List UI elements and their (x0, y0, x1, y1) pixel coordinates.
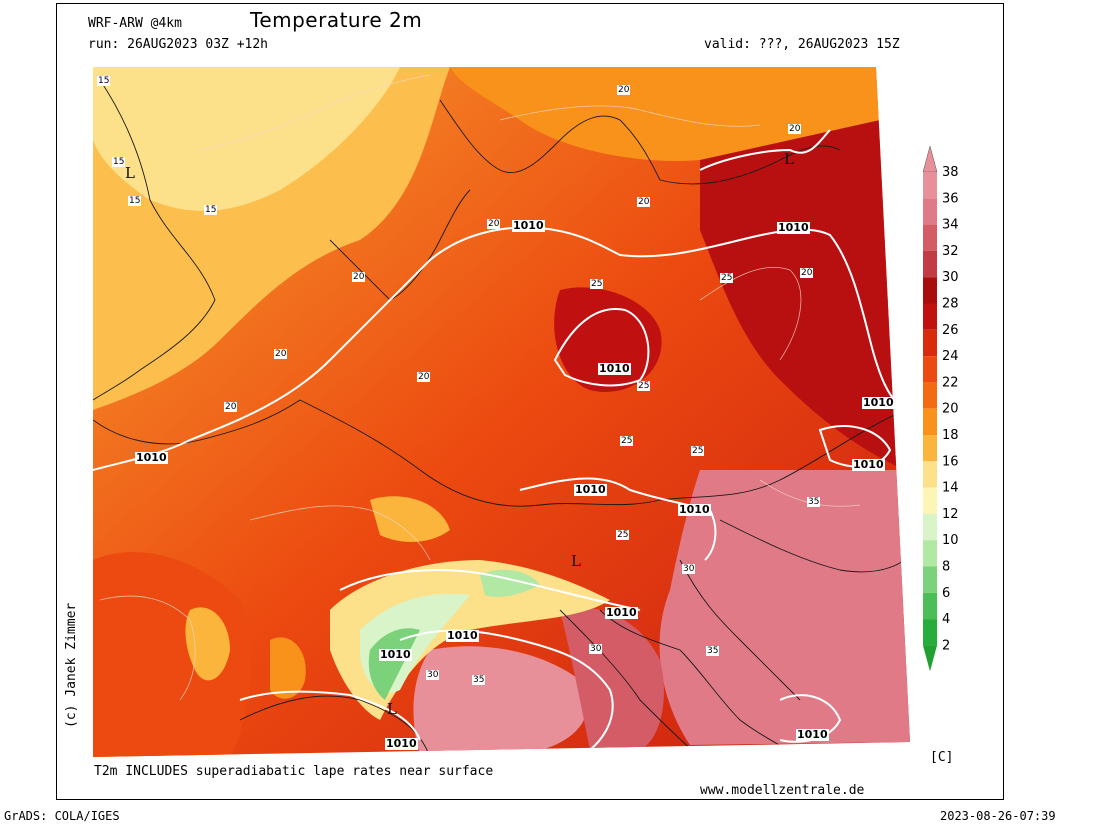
legend-colorbar: 38 36 34 32 30 28 26 24 22 20 18 16 14 12 10 8 6 4 2 (922, 145, 959, 672)
legend-tick-label: 30 (942, 270, 959, 285)
legend-tick-label: 4 (942, 612, 950, 627)
legend-swatch (923, 408, 937, 435)
model-label: WRF-ARW @4km (88, 16, 182, 31)
valid-label: valid: ???, 26AUG2023 15Z (704, 37, 900, 52)
footnote: T2m INCLUDES superadiabatic lape rates n… (94, 764, 494, 779)
legend-tick-label: 20 (942, 402, 959, 417)
legend-tick-label: 2 (942, 638, 950, 653)
legend-swatch (923, 277, 937, 304)
legend-tick-label: 14 (942, 481, 959, 496)
legend-swatch (923, 303, 937, 330)
legend-tick-label: 8 (942, 560, 950, 575)
legend-tick-label: 10 (942, 533, 959, 548)
legend-tick-label: 24 (942, 349, 959, 364)
legend-swatch (923, 198, 937, 225)
legend-swatch (923, 382, 937, 409)
figure-frame (56, 3, 1004, 800)
legend-swatch (923, 356, 937, 383)
legend-tick-label: 12 (942, 507, 959, 522)
legend-tick-label: 16 (942, 454, 959, 469)
legend-tick-label: 26 (942, 323, 959, 338)
legend-swatch (923, 487, 937, 514)
legend-swatch (923, 172, 937, 199)
legend-tick-label: 22 (942, 375, 959, 390)
legend-swatch (923, 461, 937, 488)
legend-tick-label: 18 (942, 428, 959, 443)
legend-top-arrow (922, 145, 938, 173)
temperature-contours (99, 74, 861, 701)
legend-unit: [C] (930, 750, 954, 765)
legend-tick-label: 34 (942, 218, 959, 233)
run-label: run: 26AUG2023 03Z +12h (88, 37, 269, 52)
credit-label: (c) Janek Zimmer (64, 602, 79, 728)
legend-bottom-arrow (923, 645, 937, 672)
timestamp-label: 2023-08-26-07:39 (940, 809, 1056, 823)
legend-swatch (923, 619, 937, 646)
legend-swatch (923, 224, 937, 251)
isobars (93, 129, 906, 757)
legend-tick-label: 38 (942, 165, 959, 180)
legend-swatch (923, 513, 937, 541)
legend-swatch (923, 566, 937, 593)
legend-swatch (923, 329, 937, 357)
legend-swatch (923, 592, 937, 620)
legend-swatch (923, 250, 937, 278)
website-label: www.modellzentrale.de (700, 783, 865, 798)
chart-title: Temperature 2m (250, 8, 423, 32)
legend-tick-label: 32 (942, 244, 959, 259)
map-field (93, 67, 910, 757)
legend-swatch (923, 435, 937, 462)
legend-tick-label: 36 (942, 191, 959, 206)
legend-swatch (923, 540, 937, 567)
grads-label: GrADS: COLA/IGES (4, 809, 120, 823)
coastlines (93, 79, 906, 757)
legend-tick-label: 28 (942, 297, 959, 312)
legend: 38 36 34 32 30 28 26 24 22 20 18 16 14 12 10 8 6 4 2 (920, 144, 990, 674)
legend-tick-label: 6 (942, 586, 950, 601)
